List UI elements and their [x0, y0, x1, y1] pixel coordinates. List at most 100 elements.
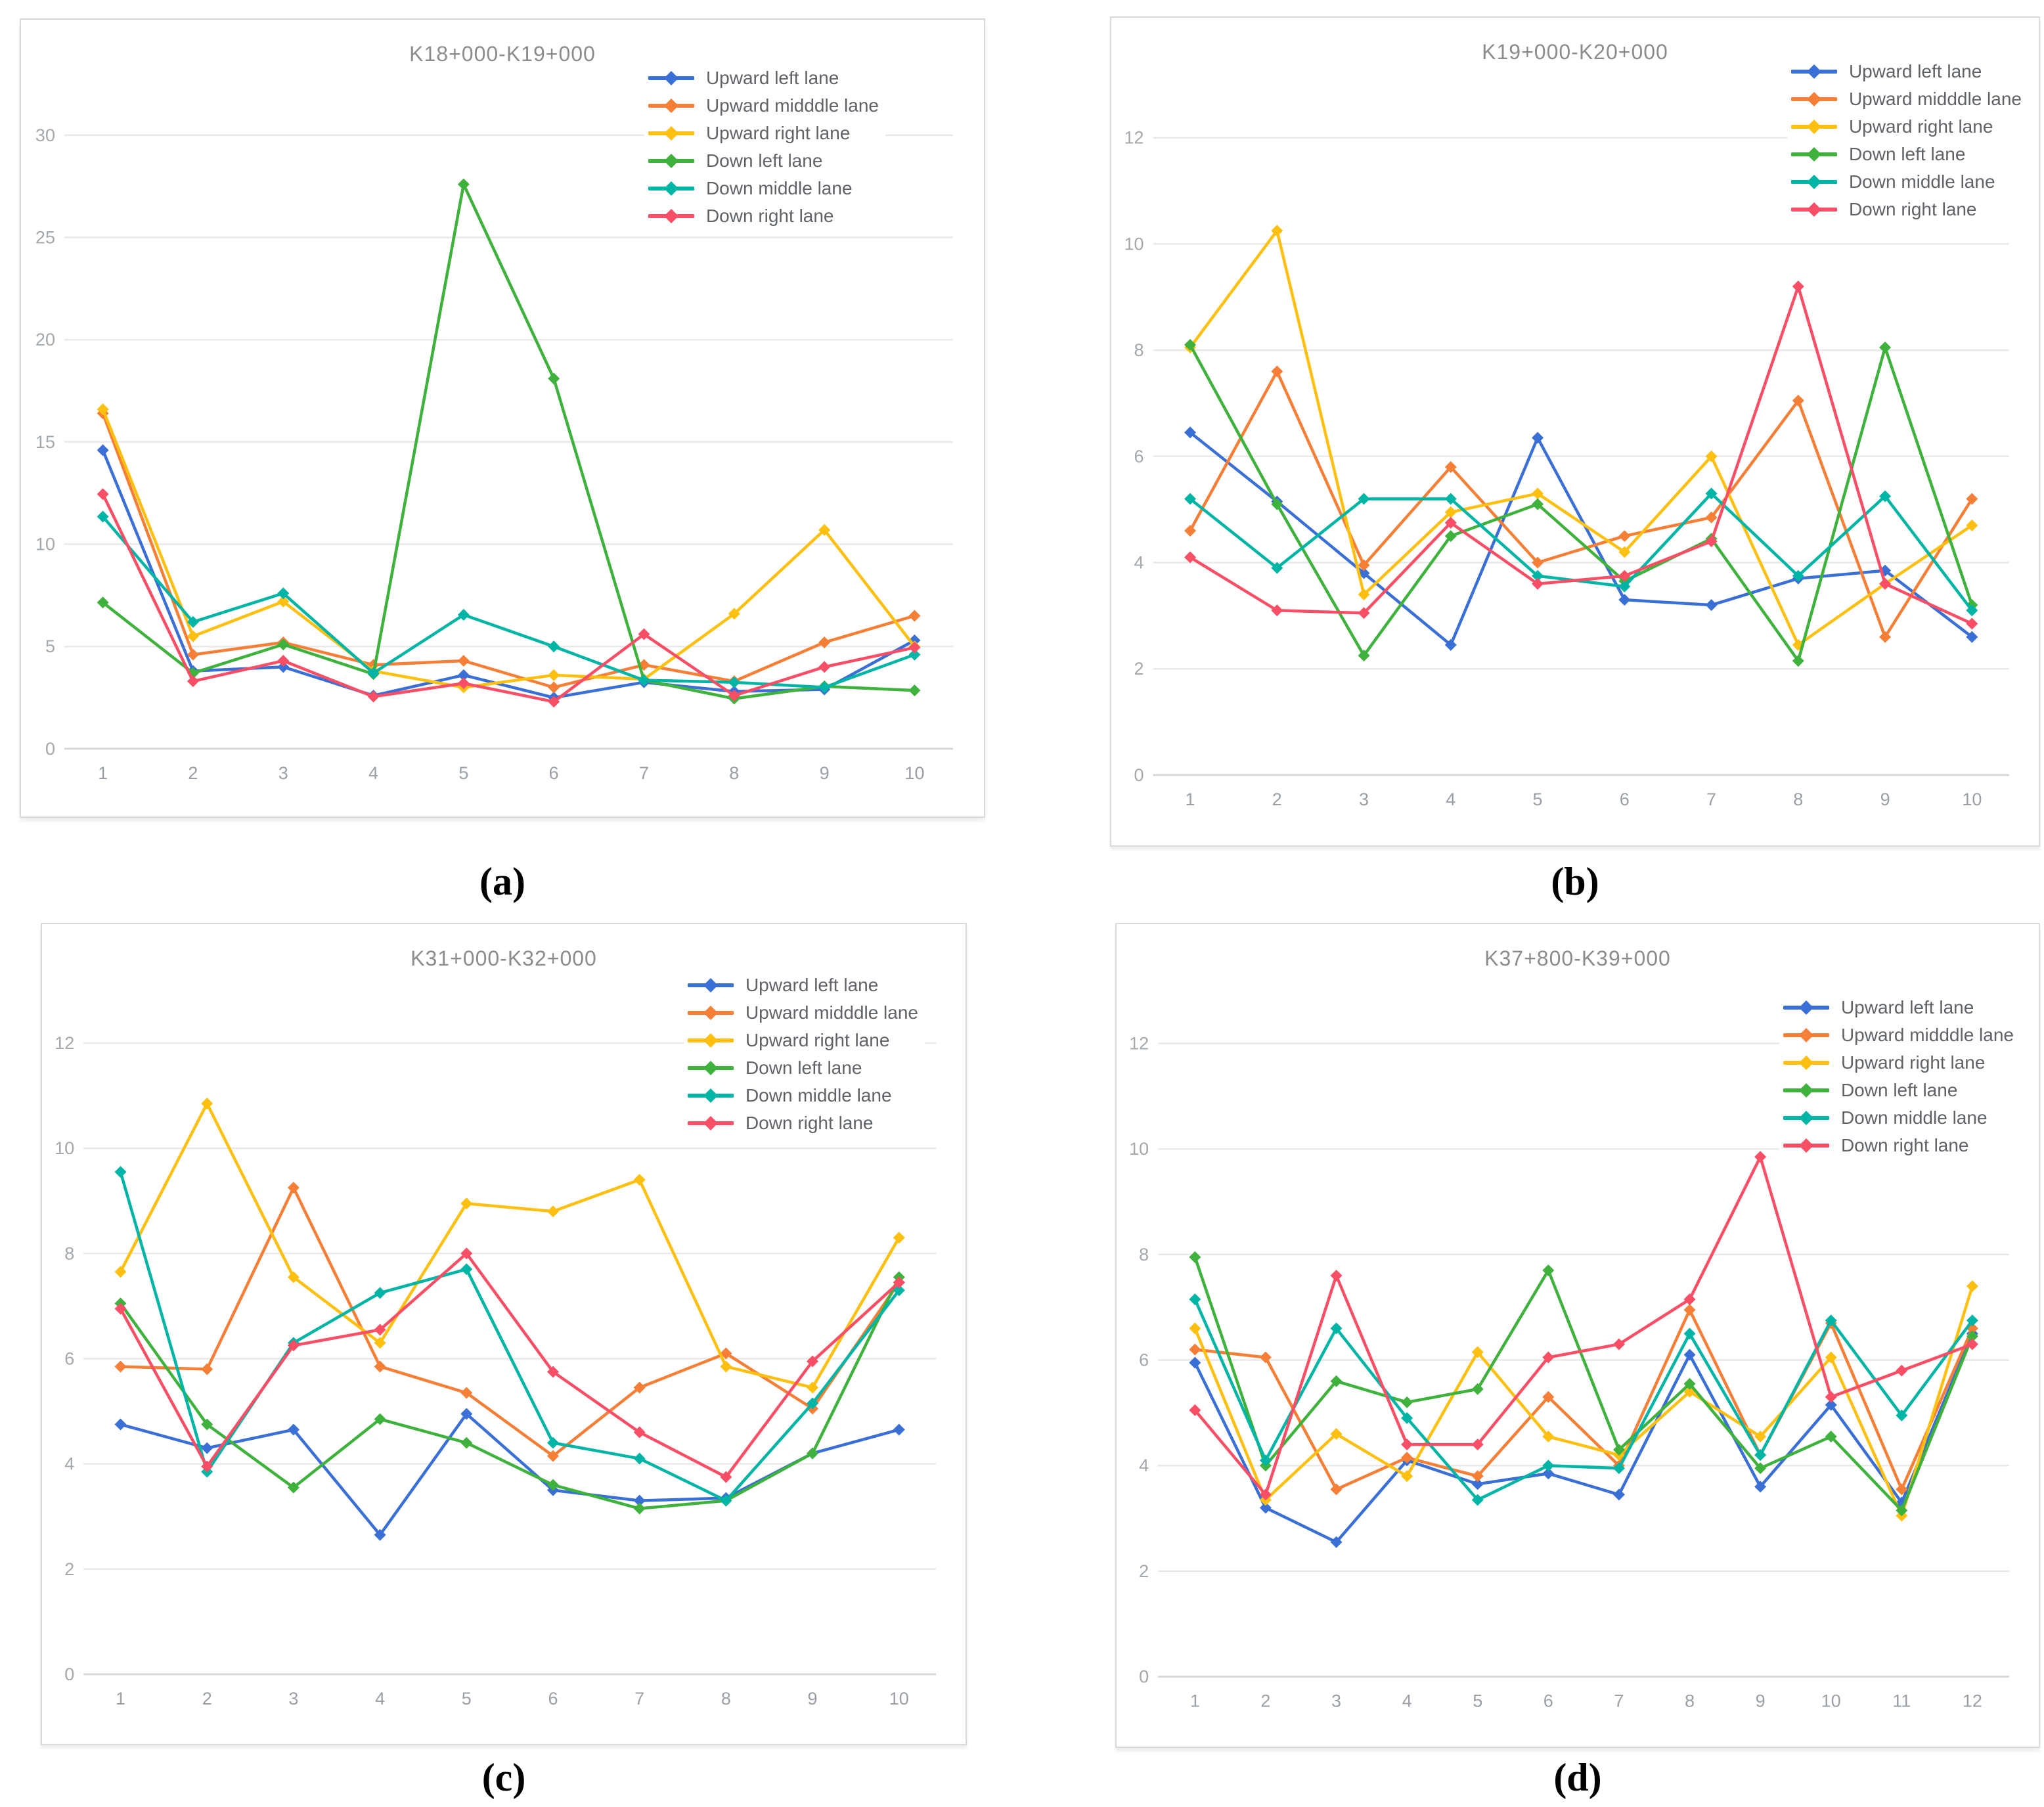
data-point-marker: [1754, 1481, 1767, 1493]
data-point-marker: [1542, 1431, 1555, 1443]
data-point-marker: [546, 1366, 559, 1378]
legend-marker-icon: [1783, 1083, 1829, 1098]
series-line: [101, 515, 916, 689]
data-point-marker: [633, 1426, 646, 1439]
series-line: [119, 1276, 901, 1510]
series-line: [101, 407, 916, 689]
data-point-marker: [460, 1247, 473, 1260]
data-point-marker: [1966, 1330, 1978, 1343]
series-down-middle-lane: [114, 1166, 905, 1507]
x-tick-label: 5: [1533, 790, 1543, 809]
series-down-left-lane: [1189, 1251, 1978, 1517]
y-tick-label: 4: [1134, 553, 1144, 573]
legend-marker-icon: [687, 1006, 734, 1020]
data-point-marker: [1896, 1483, 1908, 1496]
legend-item-upward-midddle-lane: Upward midddle lane: [648, 92, 879, 120]
data-point-marker: [638, 674, 650, 686]
x-tick-label: 3: [1359, 790, 1369, 809]
data-point-marker: [1271, 225, 1283, 237]
series-line: [1188, 343, 1974, 663]
legend-marker-icon: [1790, 92, 1837, 106]
data-point-marker: [1471, 1478, 1484, 1490]
chart-panel-a: K18+000-K19+000 Upward left lane Upward m…: [20, 18, 985, 818]
data-point-marker: [818, 524, 831, 536]
x-tick-label: 8: [729, 763, 739, 783]
chart-legend: Upward left lane Upward midddle lane Upwar…: [683, 968, 925, 1141]
y-tick-label: 12: [1124, 128, 1144, 148]
y-tick-label: 10: [1129, 1139, 1149, 1159]
data-point-marker: [201, 1460, 213, 1473]
y-tick-label: 4: [1139, 1456, 1149, 1475]
series-down-right-lane: [1189, 1151, 1978, 1501]
data-point-marker: [277, 638, 290, 651]
data-point-marker: [114, 1303, 127, 1315]
data-point-marker: [1532, 577, 1544, 590]
series-line: [119, 1102, 901, 1389]
legend-marker-icon: [687, 1116, 734, 1130]
y-tick-label: 12: [55, 1033, 74, 1053]
legend-item-down-right-lane: Down right lane: [1783, 1132, 2014, 1159]
legend-item-label: Upward right lane: [1848, 116, 1993, 137]
series-line: [119, 1252, 901, 1479]
legend-marker-icon: [1790, 202, 1837, 217]
legend-item-down-left-lane: Down left lane: [1783, 1077, 2014, 1104]
data-point-marker: [807, 1381, 819, 1394]
x-tick-label: 5: [462, 1689, 472, 1708]
legend-item-label: Upward right lane: [1840, 1052, 1986, 1073]
data-point-marker: [1532, 432, 1544, 444]
data-point-marker: [633, 1174, 646, 1186]
data-point-marker: [1471, 1439, 1484, 1451]
data-point-marker: [187, 648, 199, 661]
legend-item-down-middle-lane: Down middle lane: [1783, 1104, 2014, 1132]
x-tick-label: 1: [1186, 790, 1195, 809]
data-point-marker: [1542, 1391, 1555, 1403]
legend-item-label: Upward left lane: [745, 975, 879, 995]
legend-item-label: Upward right lane: [705, 123, 851, 143]
legend-item-upward-right-lane: Upward right lane: [687, 1027, 918, 1054]
data-point-marker: [277, 587, 290, 600]
x-tick-label: 3: [288, 1689, 298, 1708]
legend-item-label: Down middle lane: [705, 178, 853, 198]
series-line: [119, 1186, 901, 1458]
x-tick-label: 9: [1880, 790, 1890, 809]
legend-marker-icon: [687, 978, 734, 993]
legend-item-down-right-lane: Down right lane: [648, 202, 879, 230]
y-tick-label: 25: [35, 228, 55, 248]
legend-item-down-right-lane: Down right lane: [687, 1109, 918, 1137]
legend-marker-icon: [1790, 147, 1837, 162]
x-tick-label: 2: [1272, 790, 1282, 809]
y-tick-label: 2: [64, 1559, 74, 1579]
data-point-marker: [1879, 631, 1892, 643]
legend-marker-icon: [648, 71, 694, 85]
data-point-marker: [1705, 599, 1718, 612]
series-line: [1193, 1284, 1974, 1517]
data-point-marker: [374, 1360, 386, 1373]
data-point-marker: [1189, 1322, 1201, 1335]
data-point-marker: [1792, 655, 1804, 667]
data-point-marker: [1189, 1251, 1201, 1263]
data-point-marker: [1444, 638, 1457, 651]
data-point-marker: [457, 677, 470, 690]
figure-caption-b: (b): [1551, 860, 1599, 903]
data-point-marker: [893, 1423, 905, 1436]
data-point-marker: [374, 1413, 386, 1425]
legend-marker-icon: [687, 1061, 734, 1075]
data-point-marker: [893, 1284, 905, 1297]
legend-item-upward-left-lane: Upward left lane: [687, 971, 918, 999]
data-point-marker: [1271, 365, 1283, 378]
data-point-marker: [1705, 535, 1718, 548]
legend-marker-icon: [1783, 1028, 1829, 1042]
data-point-marker: [97, 403, 109, 416]
data-point-marker: [1705, 487, 1718, 500]
data-point-marker: [1542, 1460, 1555, 1472]
y-tick-label: 10: [35, 535, 55, 554]
data-point-marker: [1618, 569, 1631, 582]
data-point-marker: [1825, 1314, 1837, 1327]
series-line: [1193, 1308, 1974, 1491]
series-down-right-lane: [1184, 280, 1978, 630]
data-point-marker: [1879, 490, 1892, 502]
data-point-marker: [1705, 450, 1718, 462]
data-point-marker: [1444, 460, 1457, 473]
